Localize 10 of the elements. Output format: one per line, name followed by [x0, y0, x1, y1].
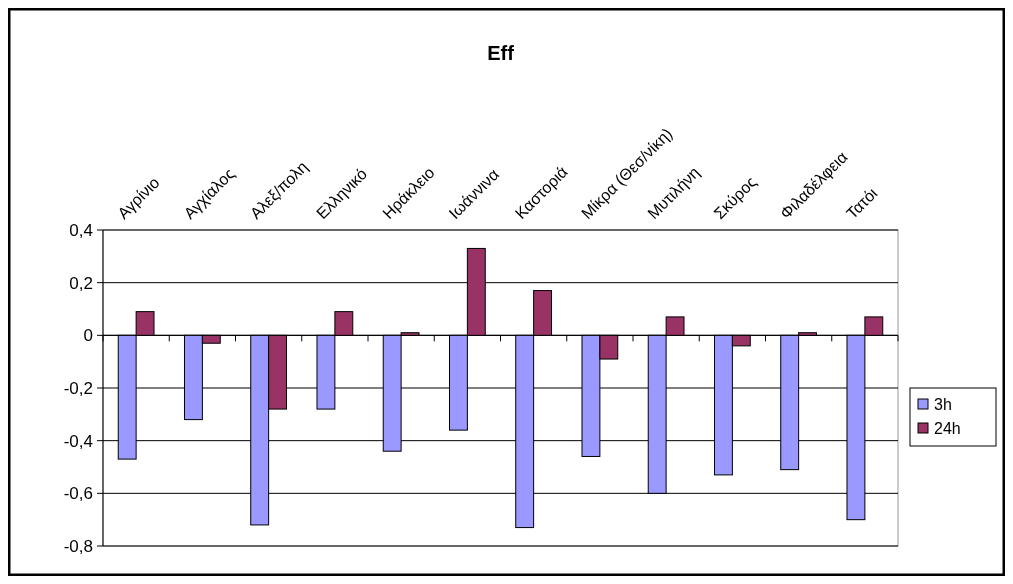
y-tick-label: 0,4	[69, 220, 93, 240]
legend-label: 3h	[934, 395, 952, 413]
chart-title: Eff	[487, 42, 515, 64]
y-tick-label: -0,2	[63, 378, 93, 398]
y-tick-label: -0,6	[63, 484, 93, 504]
legend-label: 24h	[934, 419, 961, 437]
y-tick-label: -0,4	[63, 431, 93, 451]
y-tick-label: -0,8	[63, 536, 93, 556]
y-tick-label: 0	[83, 326, 93, 346]
y-tick-label: 0,2	[69, 273, 93, 293]
